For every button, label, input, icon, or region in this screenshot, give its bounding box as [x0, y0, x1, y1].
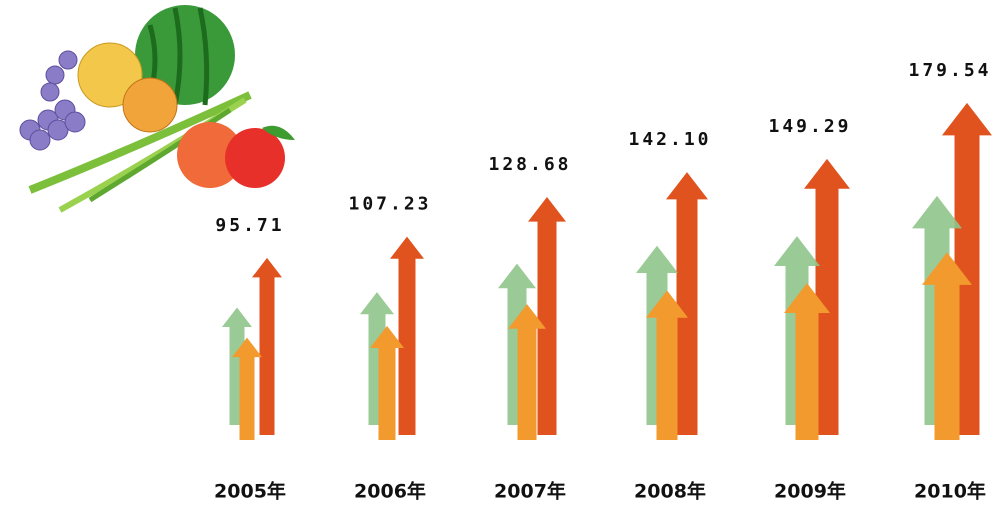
x-tick-label: 2007年: [494, 480, 566, 503]
arrow-group: [636, 172, 708, 440]
value-label: 128.68: [488, 154, 571, 175]
arrow-group: [912, 103, 992, 440]
x-tick-label: 2009年: [774, 480, 846, 503]
x-tick-label: 2010年: [914, 480, 986, 503]
x-tick-label: 2008年: [634, 480, 706, 503]
value-label: 107.23: [348, 194, 431, 215]
chart: 95.71 2005年 107.23 2006年 128.68 2007年 142.10 20…: [0, 0, 996, 509]
fruit-illustration: [20, 5, 295, 210]
value-label: 179.54: [908, 60, 991, 81]
value-label: 149.29: [768, 116, 851, 137]
x-tick-label: 2005年: [214, 480, 286, 503]
arrow-group: [360, 237, 424, 440]
arrow: [252, 258, 282, 435]
value-label: 142.10: [628, 129, 711, 150]
arrow-group: [222, 258, 282, 440]
value-label: 95.71: [215, 215, 284, 236]
arrow-group: [774, 159, 850, 440]
x-tick-label: 2006年: [354, 480, 426, 503]
arrow-group: [498, 197, 566, 440]
